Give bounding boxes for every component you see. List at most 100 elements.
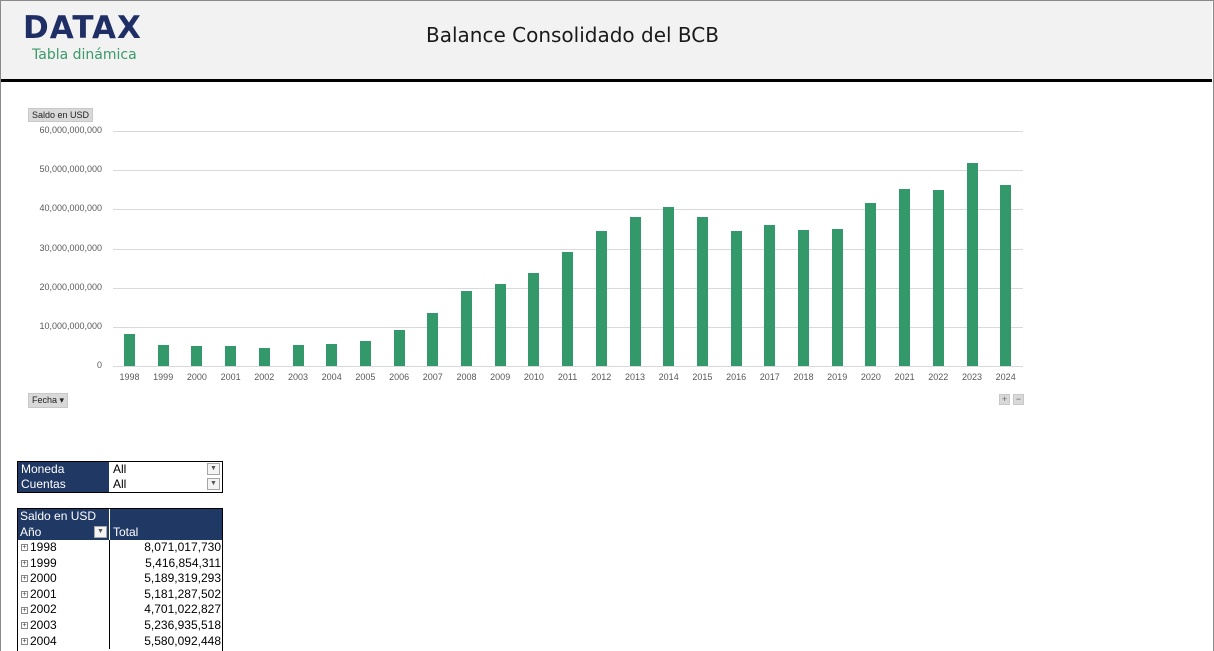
expand-icon[interactable]: + [21, 544, 28, 552]
filter-row-moneda: Moneda All ▼ [18, 462, 222, 477]
expand-icon[interactable]: + [21, 622, 28, 630]
bar-2016[interactable] [730, 231, 742, 366]
bar-2002[interactable] [258, 347, 270, 366]
datax-logo: DATAX [23, 10, 142, 46]
year-cell: 1998 [30, 540, 57, 554]
pivot-table: Saldo en USD Año ▼ Total +1998 8,071,017… [17, 508, 223, 651]
bar-2017[interactable] [764, 225, 776, 366]
bar-2019[interactable] [831, 228, 843, 366]
x-tick-label: 2006 [389, 372, 410, 382]
x-tick-label: 2012 [591, 372, 612, 382]
x-tick-label: 2005 [355, 372, 376, 382]
x-tick-label: 2017 [759, 372, 780, 382]
y-tick-label: 20,000,000,000 [39, 281, 102, 292]
table-row: +2002 4,701,022,827 [18, 602, 222, 618]
gridline [113, 366, 1023, 367]
row-header-ano: Año ▼ [18, 524, 110, 540]
filter-label: Cuentas [18, 477, 109, 492]
total-cell: 8,071,017,730 [144, 540, 221, 554]
value-field-button[interactable]: Saldo en USD [28, 108, 94, 122]
x-tick-label: 2023 [961, 372, 983, 382]
bar-2014[interactable] [663, 207, 675, 366]
x-tick-label: 2000 [186, 372, 207, 382]
bar-2009[interactable] [494, 283, 506, 366]
x-tick-label: 2010 [523, 372, 544, 382]
bar-2005[interactable] [359, 341, 371, 366]
bar-2021[interactable] [899, 189, 911, 366]
total-cell: 5,580,092,448 [144, 633, 221, 648]
x-tick-label: 2009 [490, 372, 511, 382]
total-cell: 5,181,287,502 [144, 586, 221, 601]
x-tick-label: 2021 [894, 372, 915, 382]
expand-icon[interactable]: + [21, 637, 28, 645]
bar-2013[interactable] [629, 217, 641, 366]
gridline [113, 248, 1023, 250]
x-tick-label: 2022 [928, 372, 949, 382]
bar-2015[interactable] [696, 217, 708, 366]
bar-2022[interactable] [932, 190, 944, 366]
x-tick-label: 2020 [860, 372, 881, 382]
bar-2007[interactable] [427, 313, 439, 366]
fecha-field-button[interactable]: Fecha ▾ [28, 393, 69, 408]
col-header-total: Total [113, 525, 139, 539]
total-cell: 4,701,022,827 [144, 602, 221, 617]
filter-cuentas-select[interactable]: All ▼ [109, 477, 222, 492]
bar-2003[interactable] [292, 345, 304, 366]
x-tick-label: 2011 [557, 372, 578, 382]
x-tick-label: 1998 [119, 372, 140, 382]
y-tick-label: 40,000,000,000 [39, 203, 102, 214]
gridline [113, 131, 1023, 133]
expand-icon[interactable]: + [21, 591, 28, 599]
bar-2000[interactable] [191, 345, 203, 366]
year-cell: 2002 [30, 602, 57, 617]
year-cell: 2003 [30, 617, 57, 632]
year-cell: 2001 [30, 586, 57, 601]
x-tick-label: 2024 [995, 372, 1016, 382]
expand-field-button[interactable]: + [999, 394, 1010, 405]
x-tick-label: 2013 [624, 372, 646, 382]
expand-icon[interactable]: + [21, 575, 28, 583]
expand-icon[interactable]: + [21, 559, 28, 567]
dropdown-arrow-icon[interactable]: ▼ [207, 463, 220, 475]
x-tick-label: 2001 [220, 372, 241, 382]
bar-2024[interactable] [1000, 185, 1012, 366]
bar-1999[interactable] [157, 344, 169, 366]
bar-2004[interactable] [326, 344, 338, 366]
gridline [113, 170, 1023, 172]
x-tick-label: 2003 [287, 372, 309, 382]
x-tick-label: 2019 [827, 372, 848, 382]
table-row: +2003 5,236,935,518 [18, 617, 222, 634]
bar-1998[interactable] [124, 334, 135, 366]
bar-2008[interactable] [461, 290, 472, 366]
filter-row-cuentas: Cuentas All ▼ [18, 477, 222, 492]
bar-2001[interactable] [225, 345, 237, 366]
filter-moneda-select[interactable]: All ▼ [109, 462, 222, 477]
bar-2006[interactable] [393, 330, 405, 366]
collapse-field-button[interactable]: − [1013, 394, 1024, 405]
dropdown-arrow-icon[interactable]: ▼ [94, 526, 107, 538]
y-tick-label: 10,000,000,000 [39, 320, 102, 331]
pivot-filters: Moneda All ▼ Cuentas All ▼ [17, 461, 223, 493]
y-tick-label: 30,000,000,000 [39, 242, 102, 253]
bar-2010[interactable] [528, 272, 540, 366]
total-cell: 5,236,935,518 [144, 617, 221, 632]
bar-2018[interactable] [798, 230, 809, 366]
dropdown-arrow-icon[interactable]: ▼ [207, 478, 220, 490]
x-tick-label: 2004 [321, 372, 342, 382]
x-tick-label: 2016 [726, 372, 747, 382]
gridline [113, 209, 1023, 211]
year-cell: 1999 [30, 555, 57, 570]
pivot-chart[interactable]: Saldo en USD 0 10,000,000,000 20,000,000,0… [0, 84, 1214, 414]
y-tick-label: 0 [96, 360, 102, 370]
year-cell: 2000 [30, 571, 57, 586]
total-cell: 5,416,854,311 [145, 555, 221, 570]
bar-2012[interactable] [595, 230, 607, 366]
bar-2011[interactable] [562, 252, 574, 366]
x-tick-label: 2007 [422, 372, 443, 382]
filter-label: Moneda [18, 462, 109, 477]
expand-icon[interactable]: + [21, 606, 28, 614]
bar-2020[interactable] [865, 203, 877, 366]
x-tick-label: 2014 [658, 372, 679, 382]
bar-2023[interactable] [966, 163, 978, 366]
y-tick-label: 50,000,000,000 [39, 164, 102, 175]
